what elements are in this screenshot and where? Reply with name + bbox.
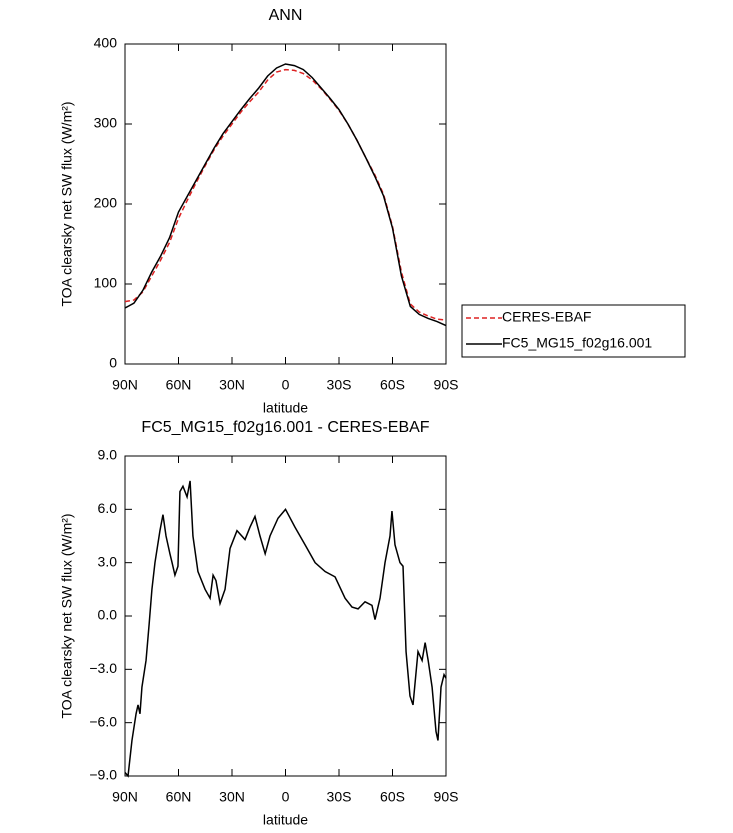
y-tick-label: −9.0 — [89, 767, 117, 783]
x-tick-label: 60N — [166, 377, 192, 393]
x-tick-label: 90N — [112, 789, 138, 805]
y-tick-label: 3.0 — [98, 553, 118, 569]
legend-label: CERES-EBAF — [502, 309, 591, 325]
x-axis-label: latitude — [263, 400, 308, 416]
y-tick-label: −3.0 — [89, 660, 117, 676]
y-tick-label: 0 — [109, 355, 117, 371]
x-tick-label: 30S — [327, 789, 352, 805]
plot-frame — [124, 43, 447, 365]
x-axis-label: latitude — [263, 812, 308, 828]
chart-title: ANN — [269, 7, 303, 24]
x-tick-label: 60S — [380, 377, 405, 393]
y-tick-label: 9.0 — [98, 447, 118, 463]
plot-frame — [124, 455, 447, 777]
x-tick-label: 60N — [166, 789, 192, 805]
y-axis-label: TOA clearsky net SW flux (W/m²) — [59, 101, 75, 306]
x-tick-label: 90N — [112, 377, 138, 393]
y-axis-label: TOA clearsky net SW flux (W/m²) — [59, 513, 75, 718]
y-tick-label: 6.0 — [98, 500, 118, 516]
data-line — [124, 480, 447, 778]
x-tick-label: 30S — [327, 377, 352, 393]
y-tick-label: 100 — [94, 275, 118, 291]
data-line — [124, 63, 447, 327]
y-tick-label: 0.0 — [98, 607, 118, 623]
x-tick-label: 30N — [219, 789, 245, 805]
x-tick-label: 60S — [380, 789, 405, 805]
y-tick-label: 300 — [94, 115, 118, 131]
x-tick-label: 90S — [434, 789, 459, 805]
y-tick-label: 200 — [94, 195, 118, 211]
legend-label: FC5_MG15_f02g16.001 — [502, 335, 652, 351]
y-tick-label: 400 — [94, 35, 118, 51]
x-tick-label: 90S — [434, 377, 459, 393]
legend-box — [461, 304, 686, 358]
x-tick-label: 0 — [282, 789, 290, 805]
data-line — [124, 68, 447, 321]
x-tick-label: 0 — [282, 377, 290, 393]
y-tick-label: −6.0 — [89, 713, 117, 729]
chart-title: FC5_MG15_f02g16.001 - CERES-EBAF — [141, 419, 429, 436]
x-tick-label: 30N — [219, 377, 245, 393]
